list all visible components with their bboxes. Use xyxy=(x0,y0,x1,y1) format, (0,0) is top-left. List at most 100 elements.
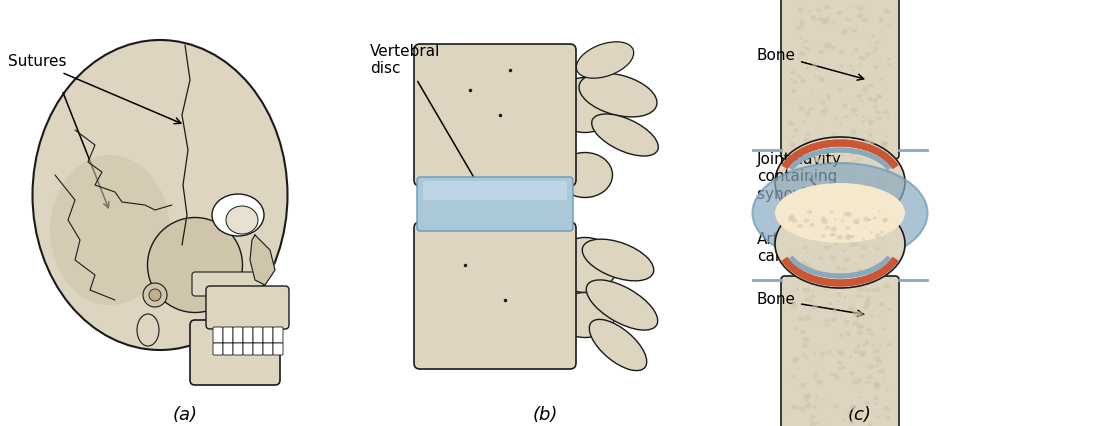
Ellipse shape xyxy=(819,383,821,385)
Ellipse shape xyxy=(880,231,884,234)
Ellipse shape xyxy=(818,187,820,190)
Ellipse shape xyxy=(880,185,886,189)
Ellipse shape xyxy=(809,172,813,176)
Ellipse shape xyxy=(806,47,811,51)
Ellipse shape xyxy=(802,260,805,263)
Ellipse shape xyxy=(884,189,887,192)
Ellipse shape xyxy=(857,268,862,272)
Ellipse shape xyxy=(825,148,830,151)
Ellipse shape xyxy=(887,116,890,118)
Ellipse shape xyxy=(873,382,880,387)
Ellipse shape xyxy=(852,28,857,32)
Ellipse shape xyxy=(829,156,831,158)
Ellipse shape xyxy=(852,405,856,408)
Ellipse shape xyxy=(862,238,866,241)
FancyBboxPatch shape xyxy=(423,181,567,200)
Ellipse shape xyxy=(884,406,890,412)
Ellipse shape xyxy=(846,412,848,414)
Ellipse shape xyxy=(555,293,615,337)
Ellipse shape xyxy=(880,151,884,154)
Ellipse shape xyxy=(884,218,888,221)
Ellipse shape xyxy=(888,416,890,418)
Ellipse shape xyxy=(838,147,841,149)
Ellipse shape xyxy=(860,252,862,254)
Ellipse shape xyxy=(849,420,855,424)
Ellipse shape xyxy=(852,414,855,417)
Ellipse shape xyxy=(839,201,843,204)
Ellipse shape xyxy=(803,121,805,122)
Ellipse shape xyxy=(212,194,264,236)
Ellipse shape xyxy=(851,52,853,54)
Ellipse shape xyxy=(877,359,882,364)
Ellipse shape xyxy=(867,219,870,221)
Ellipse shape xyxy=(860,99,863,102)
Ellipse shape xyxy=(849,26,851,29)
Ellipse shape xyxy=(553,78,618,132)
Ellipse shape xyxy=(834,375,841,380)
Ellipse shape xyxy=(802,288,805,291)
Ellipse shape xyxy=(815,9,821,12)
Ellipse shape xyxy=(806,132,811,136)
Ellipse shape xyxy=(876,94,882,99)
Ellipse shape xyxy=(803,397,809,402)
Ellipse shape xyxy=(840,64,842,67)
Ellipse shape xyxy=(887,23,891,27)
Ellipse shape xyxy=(857,330,862,335)
Ellipse shape xyxy=(865,342,869,345)
Ellipse shape xyxy=(800,78,805,83)
FancyBboxPatch shape xyxy=(252,343,262,355)
Ellipse shape xyxy=(867,333,869,335)
Ellipse shape xyxy=(887,58,890,61)
Ellipse shape xyxy=(858,244,861,247)
Ellipse shape xyxy=(802,158,804,160)
Ellipse shape xyxy=(812,305,818,310)
FancyBboxPatch shape xyxy=(414,44,576,186)
Ellipse shape xyxy=(813,372,819,376)
Ellipse shape xyxy=(841,66,843,68)
Ellipse shape xyxy=(855,49,859,52)
Ellipse shape xyxy=(853,349,859,354)
Polygon shape xyxy=(250,235,275,285)
Ellipse shape xyxy=(841,167,847,172)
Ellipse shape xyxy=(841,366,847,370)
FancyBboxPatch shape xyxy=(244,343,252,355)
Ellipse shape xyxy=(822,108,828,113)
Ellipse shape xyxy=(866,84,870,88)
Ellipse shape xyxy=(792,300,796,304)
Ellipse shape xyxy=(865,298,871,302)
Ellipse shape xyxy=(815,421,820,424)
Ellipse shape xyxy=(855,313,861,318)
Ellipse shape xyxy=(849,371,856,376)
Ellipse shape xyxy=(823,19,829,24)
Ellipse shape xyxy=(809,299,812,302)
Ellipse shape xyxy=(827,97,831,100)
Ellipse shape xyxy=(877,178,881,182)
Ellipse shape xyxy=(869,212,875,217)
Ellipse shape xyxy=(820,111,825,115)
Ellipse shape xyxy=(848,235,850,237)
Ellipse shape xyxy=(821,357,824,358)
Ellipse shape xyxy=(837,169,842,173)
Ellipse shape xyxy=(837,350,842,354)
Ellipse shape xyxy=(137,314,159,346)
Ellipse shape xyxy=(880,265,885,268)
Ellipse shape xyxy=(875,99,877,102)
Ellipse shape xyxy=(823,44,828,48)
Ellipse shape xyxy=(834,317,837,319)
Ellipse shape xyxy=(846,235,851,240)
FancyBboxPatch shape xyxy=(781,0,899,159)
Ellipse shape xyxy=(832,21,837,24)
Ellipse shape xyxy=(813,152,815,154)
FancyBboxPatch shape xyxy=(233,343,244,355)
Ellipse shape xyxy=(851,195,856,199)
Ellipse shape xyxy=(841,164,844,166)
Ellipse shape xyxy=(821,217,827,222)
Ellipse shape xyxy=(802,353,806,357)
Ellipse shape xyxy=(800,20,804,24)
Text: Articular
cartilage: Articular cartilage xyxy=(757,220,834,265)
Ellipse shape xyxy=(829,245,831,248)
Ellipse shape xyxy=(859,351,866,356)
Ellipse shape xyxy=(870,315,873,318)
Ellipse shape xyxy=(592,114,658,156)
Ellipse shape xyxy=(796,97,799,99)
